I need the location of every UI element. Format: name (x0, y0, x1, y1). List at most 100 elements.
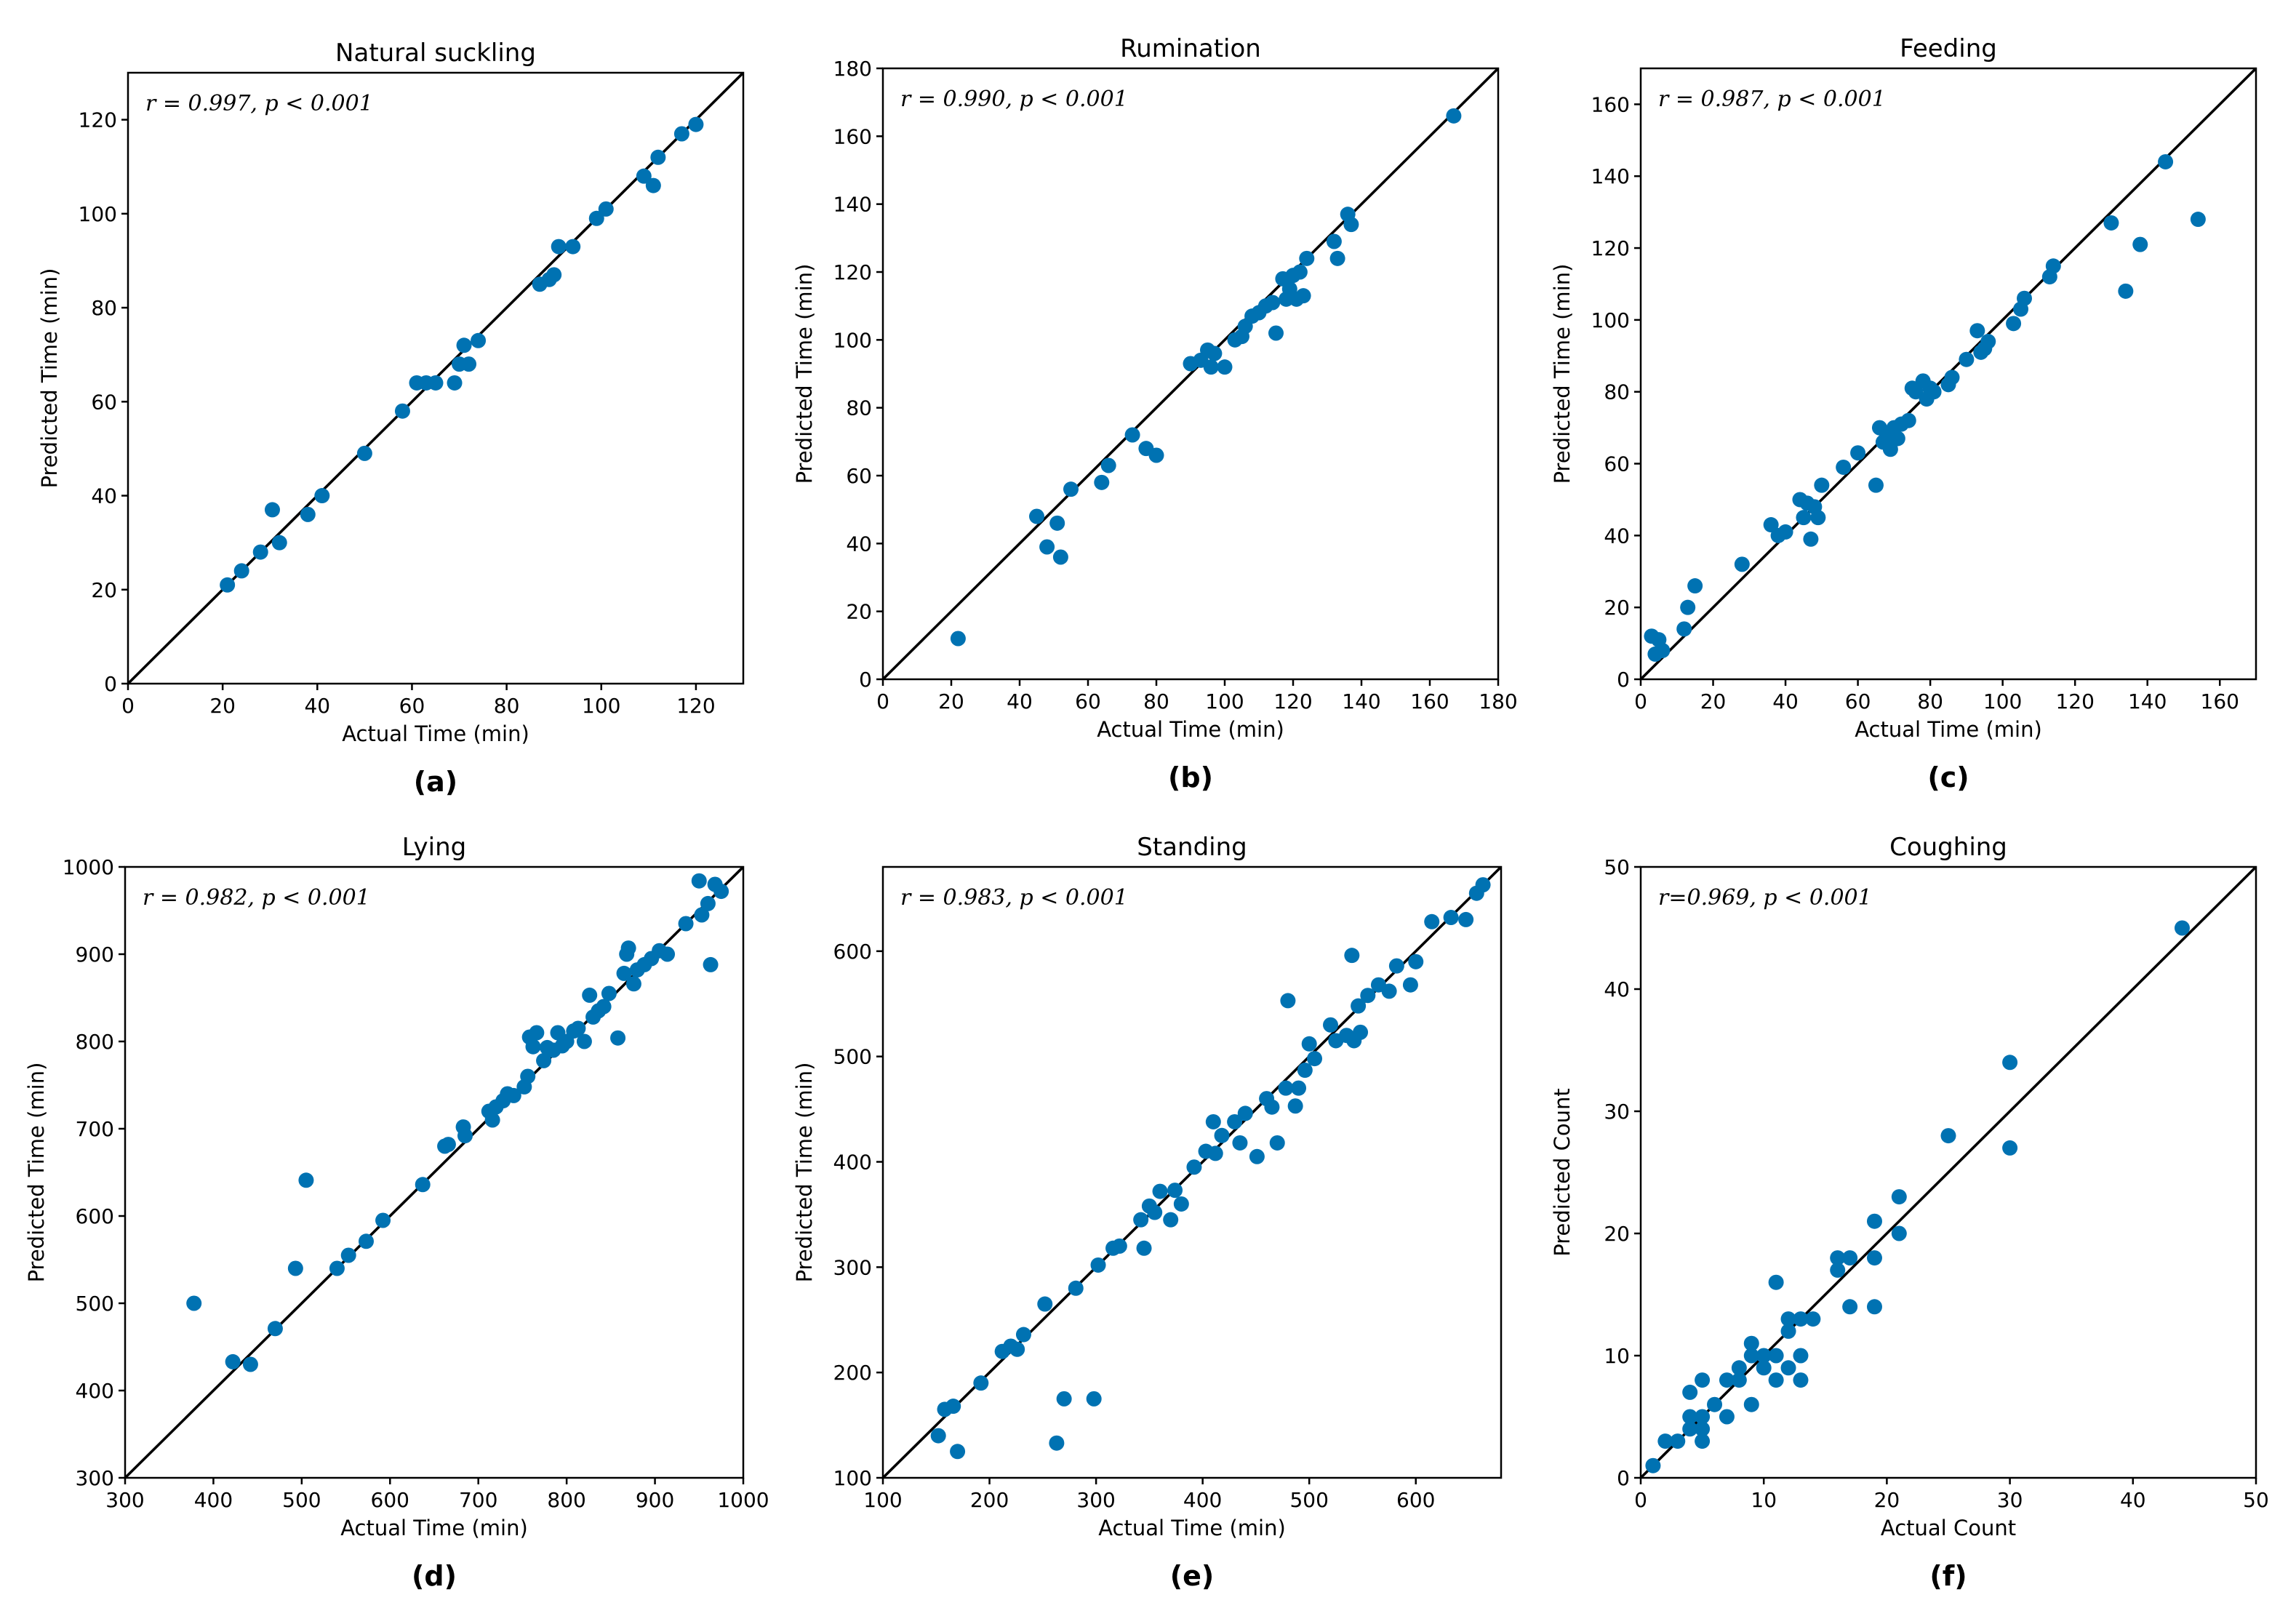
data-point (1111, 1238, 1127, 1254)
data-point (1805, 1311, 1821, 1327)
data-point (1249, 1148, 1265, 1164)
x-tick-label: 300 (105, 1488, 144, 1512)
data-point (1388, 958, 1404, 974)
x-tick-label: 1000 (717, 1488, 769, 1512)
x-tick-label: 400 (1183, 1488, 1222, 1512)
data-point (1163, 1212, 1179, 1228)
data-point (1866, 1213, 1882, 1229)
x-tick-label: 60 (1075, 689, 1101, 713)
data-point (1056, 1391, 1072, 1407)
x-tick-label: 80 (1917, 689, 1943, 713)
data-point (1756, 1348, 1772, 1364)
x-axis-label: Actual Time (min) (1098, 1516, 1286, 1540)
x-tick-label: 20 (209, 694, 236, 718)
data-point (1152, 1183, 1168, 1199)
data-point (1842, 1299, 1858, 1315)
y-tick-label: 20 (1604, 1222, 1630, 1246)
panel-2: 0 20 40 60 80 100 120 140 160 0 20 40 60 80 100 120 140 1… (1550, 34, 2257, 793)
data-point (1695, 1409, 1711, 1425)
data-point (1680, 599, 1696, 615)
data-point (1814, 477, 1830, 493)
data-point (394, 403, 410, 419)
y-tick-label: 600 (76, 1204, 114, 1228)
data-point (1475, 877, 1491, 893)
data-point (1326, 233, 1342, 249)
x-tick-label: 140 (1342, 689, 1380, 713)
panel-5: 0 10 20 30 40 50 0 10 20 30 40 50 Coughing Actual Cou… (1550, 833, 2269, 1592)
panel-label: (e) (1170, 1560, 1215, 1592)
data-point (596, 999, 612, 1015)
data-point (1094, 474, 1110, 490)
data-point (660, 946, 676, 962)
y-tick-label: 120 (79, 108, 117, 132)
correlation-annotation: r=0.969, p < 0.001 (1658, 885, 1872, 911)
data-point (1944, 369, 1960, 385)
data-point (428, 375, 444, 391)
x-tick-label: 80 (1143, 689, 1169, 713)
x-axis-label: Actual Time (min) (1097, 717, 1284, 742)
data-point (1299, 250, 1315, 266)
y-tick-label: 40 (91, 484, 117, 508)
data-point (356, 445, 372, 461)
data-point (1959, 351, 1975, 367)
data-point (576, 1033, 592, 1049)
data-point (2002, 1055, 2018, 1071)
x-tick-label: 120 (1273, 689, 1312, 713)
panel-3: 300 400 500 600 700 800 900 1000 300 400 500 600 700… (24, 833, 769, 1592)
data-point (1793, 1348, 1809, 1364)
identity-line (1641, 867, 2256, 1478)
data-point (1049, 1435, 1065, 1451)
data-point (546, 267, 562, 283)
y-tick-label: 100 (833, 1466, 872, 1490)
data-point (440, 1137, 456, 1153)
y-tick-label: 0 (1617, 668, 1630, 692)
chart-title: Rumination (1120, 34, 1261, 63)
data-point (1287, 1098, 1303, 1114)
data-point (1323, 1017, 1339, 1033)
y-tick-label: 60 (846, 464, 872, 488)
x-tick-label: 600 (1396, 1488, 1435, 1512)
x-tick-label: 0 (1634, 1488, 1647, 1512)
data-point (375, 1212, 391, 1228)
data-point (1351, 998, 1367, 1014)
data-point (2118, 283, 2134, 299)
data-point (186, 1295, 202, 1311)
data-point (1695, 1433, 1711, 1449)
data-point (2174, 920, 2190, 936)
data-point (1227, 1113, 1243, 1129)
data-point (1052, 549, 1068, 565)
data-point (1205, 1113, 1221, 1129)
x-tick-label: 600 (371, 1488, 409, 1512)
x-tick-label: 100 (1983, 689, 2022, 713)
axes-frame (127, 71, 745, 685)
data-point (1743, 1335, 1759, 1351)
x-tick-label: 0 (121, 694, 135, 718)
data-point (447, 375, 463, 391)
data-point (1780, 1311, 1796, 1327)
panel-label: (c) (1927, 761, 1969, 793)
axes-frame (881, 67, 1500, 681)
data-point (1830, 1262, 1846, 1278)
y-tick-label: 180 (833, 57, 872, 81)
data-point (1842, 1250, 1858, 1266)
x-axis-label: Actual Time (min) (1855, 717, 2042, 742)
data-point (1268, 325, 1284, 341)
x-tick-label: 20 (938, 689, 964, 713)
data-point (1682, 1409, 1698, 1425)
x-tick-label: 40 (1007, 689, 1033, 713)
data-point (1280, 993, 1296, 1009)
data-point (1868, 477, 1884, 493)
data-point (1900, 412, 1916, 428)
axes-frame (881, 865, 1503, 1479)
x-tick-label: 0 (1634, 689, 1647, 713)
data-point (950, 1444, 966, 1460)
data-point (1719, 1409, 1735, 1425)
x-tick-label: 20 (1700, 689, 1727, 713)
data-point (1029, 508, 1044, 524)
data-point (1186, 1159, 1202, 1175)
x-tick-label: 500 (282, 1488, 321, 1512)
data-point (1682, 1421, 1698, 1437)
x-tick-label: 140 (2128, 689, 2167, 713)
data-point (1173, 1196, 1189, 1212)
data-point (1780, 1323, 1796, 1339)
